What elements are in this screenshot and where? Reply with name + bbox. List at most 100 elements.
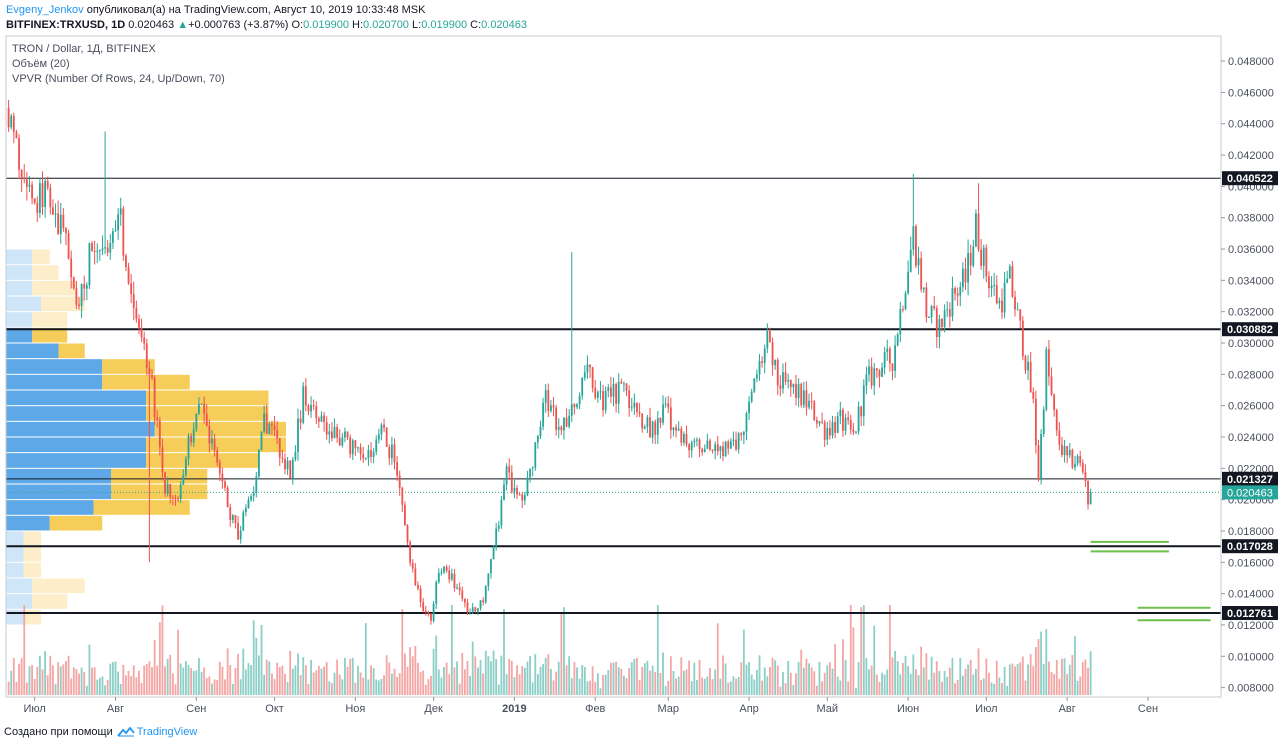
volume-bar — [273, 679, 276, 695]
volume-bar — [1027, 664, 1029, 695]
volume-bar — [985, 658, 988, 695]
target-zones[interactable] — [1090, 540, 1211, 622]
tradingview-brand[interactable]: TradingView — [136, 726, 198, 738]
volume-bar — [943, 670, 946, 695]
candle-body — [774, 359, 777, 366]
candle-body — [886, 348, 889, 352]
candle-body — [505, 466, 508, 485]
volume-bar — [941, 681, 943, 695]
volume-bar — [1068, 664, 1071, 695]
series-legend[interactable]: TRON / Dollar, 1Д, BITFINEX — [12, 43, 156, 55]
time-tick-label: Ноя — [345, 703, 365, 715]
volume-legend[interactable]: Объём (20) — [12, 58, 70, 70]
vp-row-down — [93, 500, 190, 515]
candle-body — [977, 213, 980, 250]
candle-body — [15, 132, 18, 139]
candle-body — [664, 403, 667, 405]
candle-body — [555, 407, 558, 430]
volume-bar — [763, 667, 766, 695]
volume-bar — [521, 666, 524, 695]
volume-bar — [477, 667, 479, 695]
author-link[interactable]: Evgeny_Jenkov — [6, 4, 84, 16]
volume-bar — [563, 607, 565, 695]
candle-body — [200, 403, 203, 405]
volume-bar — [802, 667, 805, 695]
volume-bar — [161, 605, 164, 695]
volume-bar — [774, 660, 777, 695]
volume-bar — [205, 678, 208, 695]
candle-body — [263, 413, 266, 432]
candle-body — [390, 444, 393, 459]
candle-body — [1040, 434, 1043, 480]
volume-bar — [659, 672, 662, 695]
candle-body — [385, 427, 388, 447]
candle-body — [912, 226, 915, 250]
volume-bar — [748, 662, 750, 695]
high-value: 0.020700 — [363, 19, 409, 31]
price-change: +0.000763 (+3.87%) — [188, 19, 289, 31]
volume-bar — [466, 660, 469, 695]
candle-body — [503, 484, 505, 500]
candle-body — [729, 441, 732, 449]
vpvr-legend[interactable]: VPVR (Number Of Rows, 24, Up/Down, 70) — [12, 73, 225, 85]
open-value: 0.019900 — [303, 19, 349, 31]
volume-bar — [396, 677, 399, 695]
volume-bar — [192, 670, 195, 695]
volume-bar — [828, 662, 831, 695]
horizontal-levels[interactable] — [6, 177, 1221, 615]
volume-bar — [132, 665, 135, 695]
candle-body — [466, 602, 469, 613]
candle-body — [711, 449, 714, 451]
candle-body — [72, 277, 75, 289]
volume-bar — [117, 671, 120, 695]
candle-body — [662, 404, 664, 423]
plot-border — [5, 35, 1222, 698]
candle-body — [915, 226, 917, 266]
change-up-icon: ▲ — [177, 19, 189, 31]
volume-bar — [576, 667, 578, 695]
candle-body — [680, 428, 683, 443]
candle-body — [411, 562, 414, 569]
candle-body — [602, 391, 604, 411]
volume-bar — [615, 661, 618, 695]
candle-body — [320, 415, 323, 422]
time-tick-label: Окт — [265, 703, 284, 715]
candle-body — [216, 450, 219, 463]
candle-body — [941, 319, 943, 327]
volume-bar — [435, 635, 438, 695]
vp-row-up — [6, 280, 33, 296]
price-axis[interactable]: 0.008000 0.010000 0.012000 0.014000 0.016000… — [1221, 56, 1278, 695]
candle-body — [690, 442, 693, 451]
volume-bar — [755, 669, 758, 695]
volume-bar — [414, 646, 417, 695]
volume-bar — [565, 665, 568, 695]
vp-row-up — [6, 296, 41, 312]
candle-body — [187, 436, 190, 459]
volume-bar — [252, 620, 255, 695]
volume-bar — [1053, 673, 1056, 695]
volume-bar — [424, 684, 427, 695]
volume-bar — [1029, 654, 1032, 695]
candle-body — [104, 247, 106, 249]
candle-body — [719, 446, 722, 452]
volume-bar — [818, 661, 821, 695]
candle-body — [516, 488, 518, 495]
volume-bar — [250, 665, 252, 695]
candle-body — [583, 372, 586, 378]
candle-body — [787, 380, 790, 382]
candle-body — [393, 444, 396, 463]
volume-bar — [229, 665, 232, 695]
candle-body — [982, 247, 985, 266]
candle-body — [41, 183, 44, 208]
time-axis[interactable]: Июл Авг Сен Окт Ноя Дек 2019 Фев Мар Апр Май Июн Июл… — [24, 697, 1159, 715]
candle-body — [852, 429, 855, 433]
vp-row-up — [6, 359, 103, 374]
candle-body — [80, 284, 83, 307]
volume-bar — [834, 644, 837, 695]
candle-body — [933, 306, 936, 309]
volume-bar — [218, 661, 221, 695]
volume-bar — [651, 665, 654, 695]
candle-body — [578, 395, 581, 405]
candle-body — [1053, 394, 1056, 411]
